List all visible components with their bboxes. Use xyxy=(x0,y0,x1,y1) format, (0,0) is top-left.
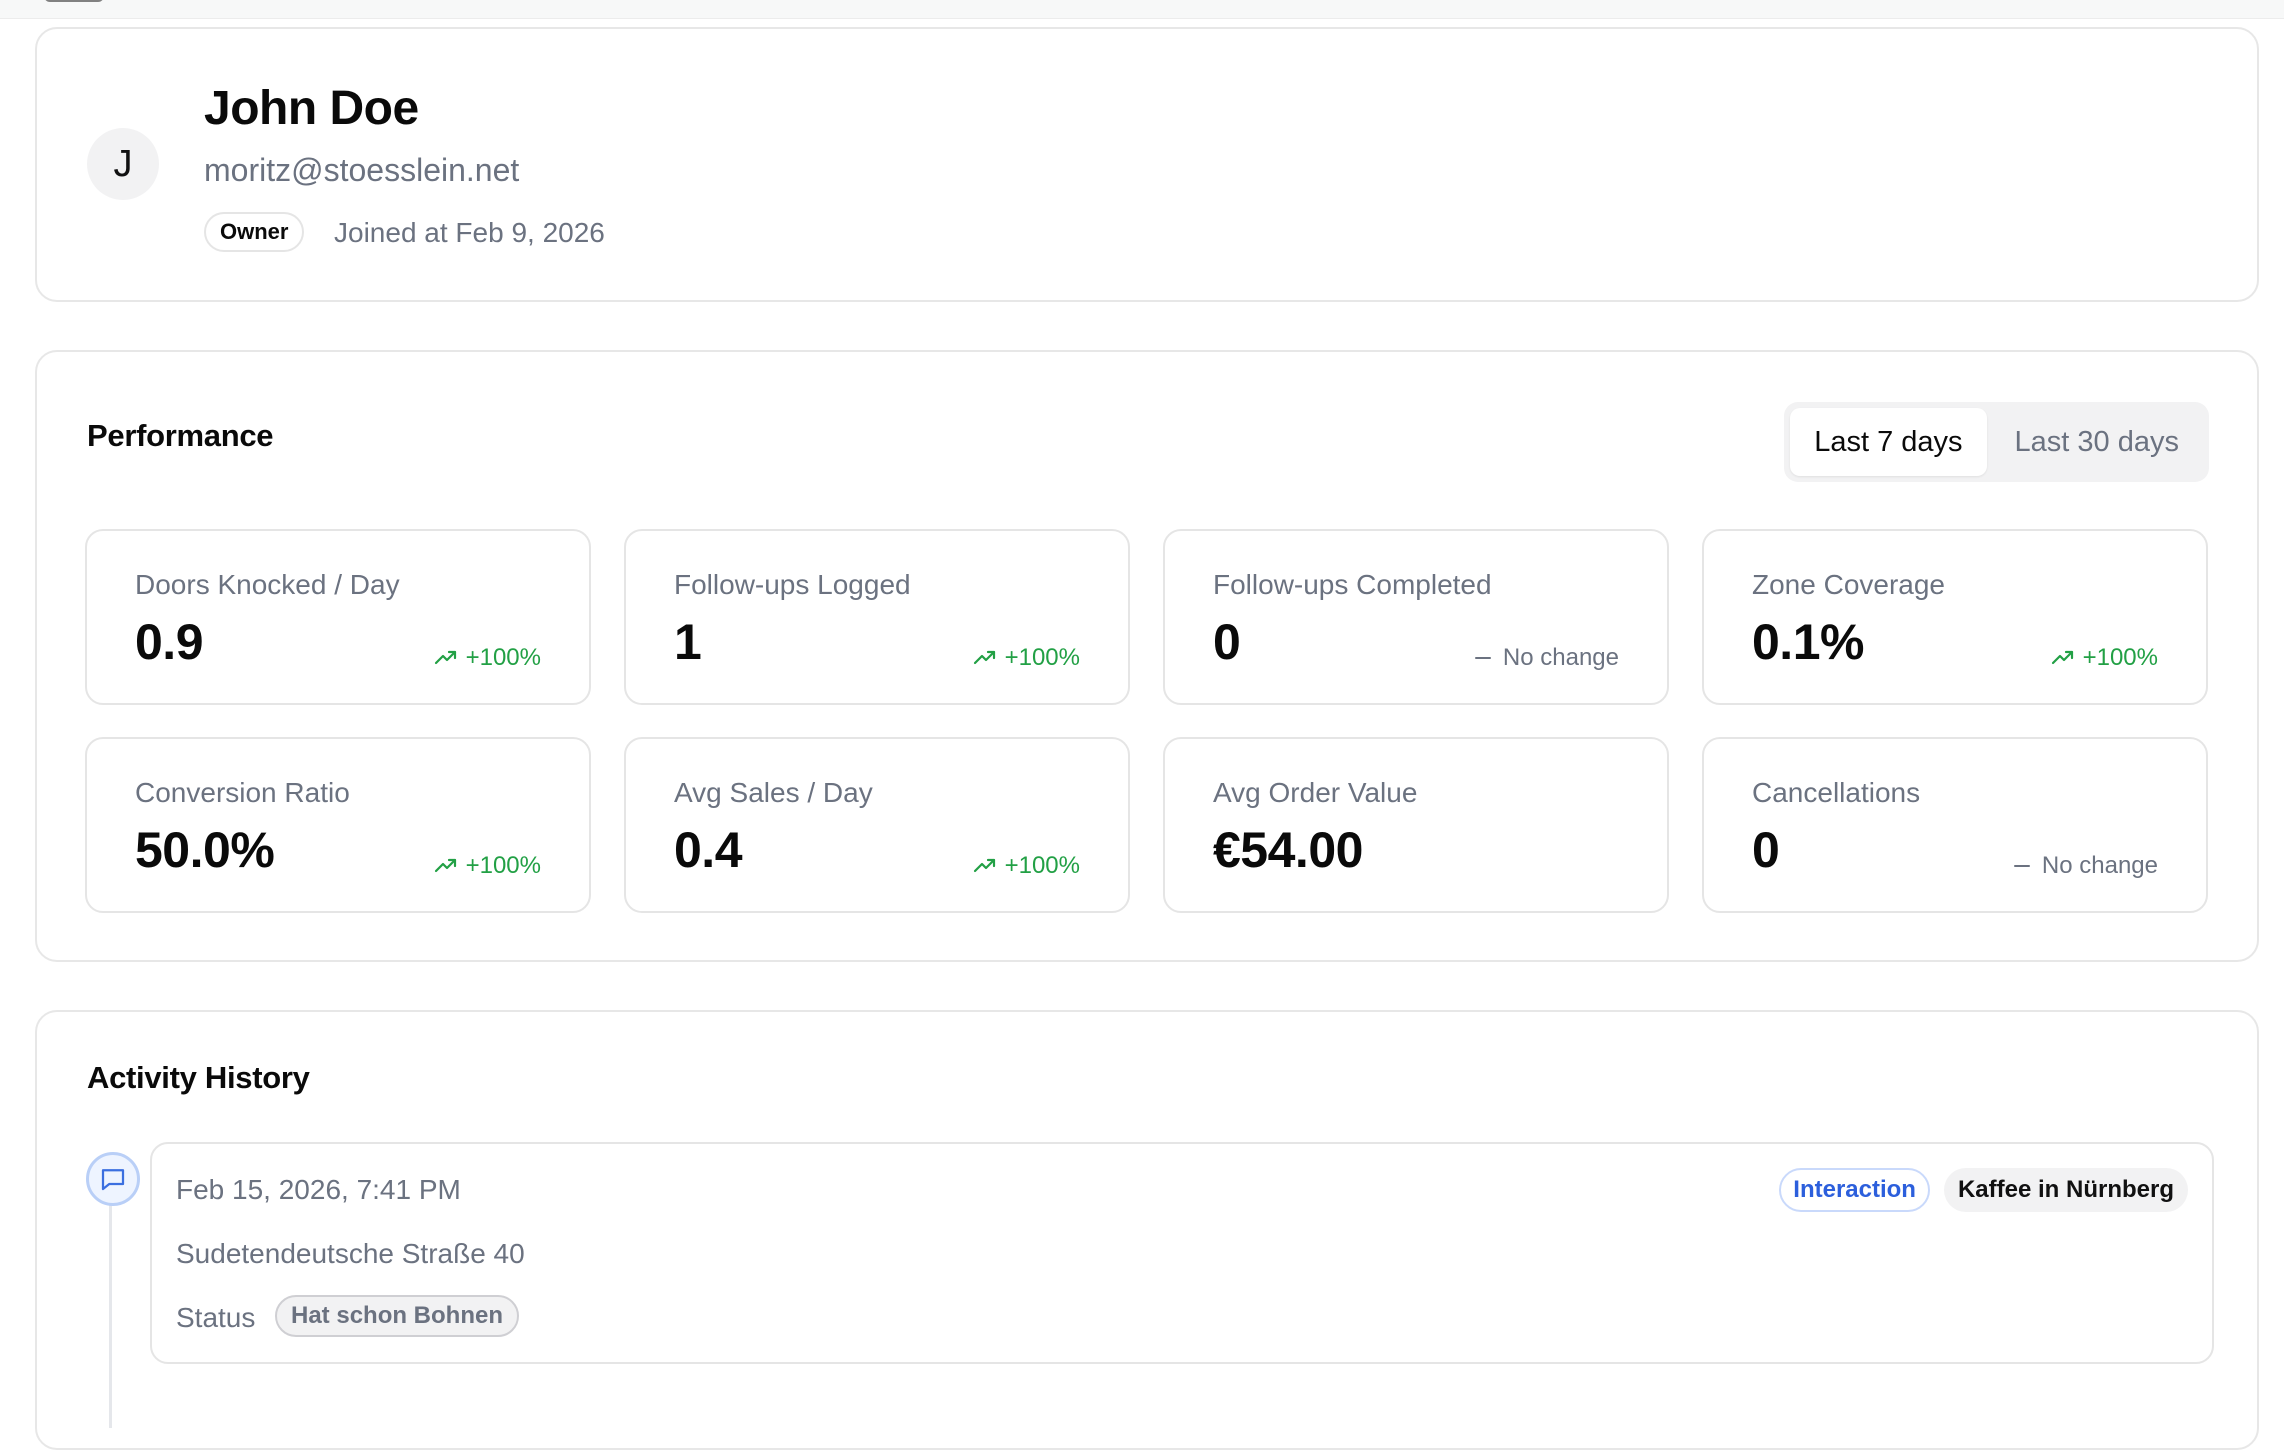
metric-value: 0.4 xyxy=(674,822,743,878)
performance-title: Performance xyxy=(87,418,274,453)
metric-delta: +100% xyxy=(2051,644,2158,672)
top-header-strip xyxy=(0,0,2284,19)
metric-delta: +100% xyxy=(973,852,1080,880)
metric-label: Follow-ups Completed xyxy=(1213,569,1492,600)
trending-up-icon xyxy=(973,858,995,873)
metric-value: 0 xyxy=(1752,822,1780,878)
timeline-line xyxy=(109,1158,112,1428)
metric-label: Avg Sales / Day xyxy=(674,777,873,808)
activity-history-title: Activity History xyxy=(87,1060,310,1095)
user-name: John Doe xyxy=(204,82,419,135)
metric-value: 50.0% xyxy=(135,822,275,878)
metric-label: Avg Order Value xyxy=(1213,777,1418,808)
metric-delta: +100% xyxy=(973,644,1080,672)
timeline-marker xyxy=(86,1152,140,1206)
metric-label: Follow-ups Logged xyxy=(674,569,911,600)
trending-up-icon xyxy=(434,858,456,873)
metric-delta: +100% xyxy=(434,644,541,672)
header-title-fragment xyxy=(44,0,104,2)
metric-label: Zone Coverage xyxy=(1752,569,1946,600)
activity-timestamp: Feb 15, 2026, 7:41 PM xyxy=(176,1174,461,1205)
range-last-30-days-button[interactable]: Last 30 days xyxy=(2014,425,2179,458)
activity-address: Sudetendeutsche Straße 40 xyxy=(176,1238,525,1269)
role-badge: Owner xyxy=(204,212,305,252)
metric-card: Cancellations 0 No change xyxy=(1702,737,2208,913)
activity-status-badge: Hat schon Bohnen xyxy=(275,1295,520,1337)
metric-delta-text: +100% xyxy=(465,852,541,879)
trending-up-icon xyxy=(2051,650,2073,665)
metric-label: Doors Knocked / Day xyxy=(135,569,400,600)
metric-delta: +100% xyxy=(434,852,541,880)
metric-value: 1 xyxy=(674,614,702,670)
message-icon xyxy=(101,1169,125,1191)
activity-location-tag: Kaffee in Nürnberg xyxy=(1943,1168,2188,1212)
metric-delta-text: +100% xyxy=(1004,852,1080,879)
metric-delta-text: +100% xyxy=(465,644,541,671)
trending-up-icon xyxy=(434,650,456,665)
metric-value: 0.9 xyxy=(135,614,204,670)
trending-up-icon xyxy=(973,650,995,665)
metric-delta-text: +100% xyxy=(2082,644,2158,671)
metric-card: Doors Knocked / Day 0.9 +100% xyxy=(85,529,591,705)
metric-delta-text: No change xyxy=(1502,644,1619,671)
activity-history-card: Activity History Feb 15, 2026, 7:41 PM S… xyxy=(35,1010,2259,1450)
metric-delta: No change xyxy=(2010,852,2158,880)
metric-card: Avg Order Value €54.00 xyxy=(1163,737,1669,913)
metric-value: 0.1% xyxy=(1752,614,1864,670)
metric-delta: No change xyxy=(1471,644,1619,672)
metric-label: Conversion Ratio xyxy=(135,777,350,808)
activity-type-tag: Interaction xyxy=(1779,1168,1930,1212)
user-email: moritz@stoesslein.net xyxy=(204,152,520,188)
performance-card: Performance Last 7 days Last 30 days Doo… xyxy=(35,350,2259,962)
date-range-toggle: Last 7 days Last 30 days xyxy=(1784,402,2209,482)
range-last-7-days-button[interactable]: Last 7 days xyxy=(1790,408,1987,476)
metric-card: Follow-ups Completed 0 No change xyxy=(1163,529,1669,705)
minus-icon xyxy=(1474,657,1491,659)
metrics-grid: Doors Knocked / Day 0.9 +100% Follow-ups… xyxy=(85,529,2209,913)
metric-value: 0 xyxy=(1213,614,1241,670)
metric-card: Follow-ups Logged 1 +100% xyxy=(624,529,1130,705)
metric-delta-text: No change xyxy=(2041,852,2158,879)
metric-card: Avg Sales / Day 0.4 +100% xyxy=(624,737,1130,913)
profile-card: J John Doe moritz@stoesslein.net Owner J… xyxy=(35,27,2259,302)
activity-tags: Interaction Kaffee in Nürnberg xyxy=(1779,1168,2188,1212)
joined-date: Joined at Feb 9, 2026 xyxy=(334,217,605,248)
metric-value: €54.00 xyxy=(1213,822,1363,878)
activity-entry[interactable]: Feb 15, 2026, 7:41 PM Sudetendeutsche St… xyxy=(150,1142,2214,1364)
avatar: J xyxy=(87,128,159,200)
activity-status-label: Status xyxy=(176,1302,256,1333)
metric-card: Zone Coverage 0.1% +100% xyxy=(1702,529,2208,705)
metric-label: Cancellations xyxy=(1752,777,1921,808)
metric-delta-text: +100% xyxy=(1004,644,1080,671)
metric-card: Conversion Ratio 50.0% +100% xyxy=(85,737,591,913)
minus-icon xyxy=(2013,865,2030,867)
